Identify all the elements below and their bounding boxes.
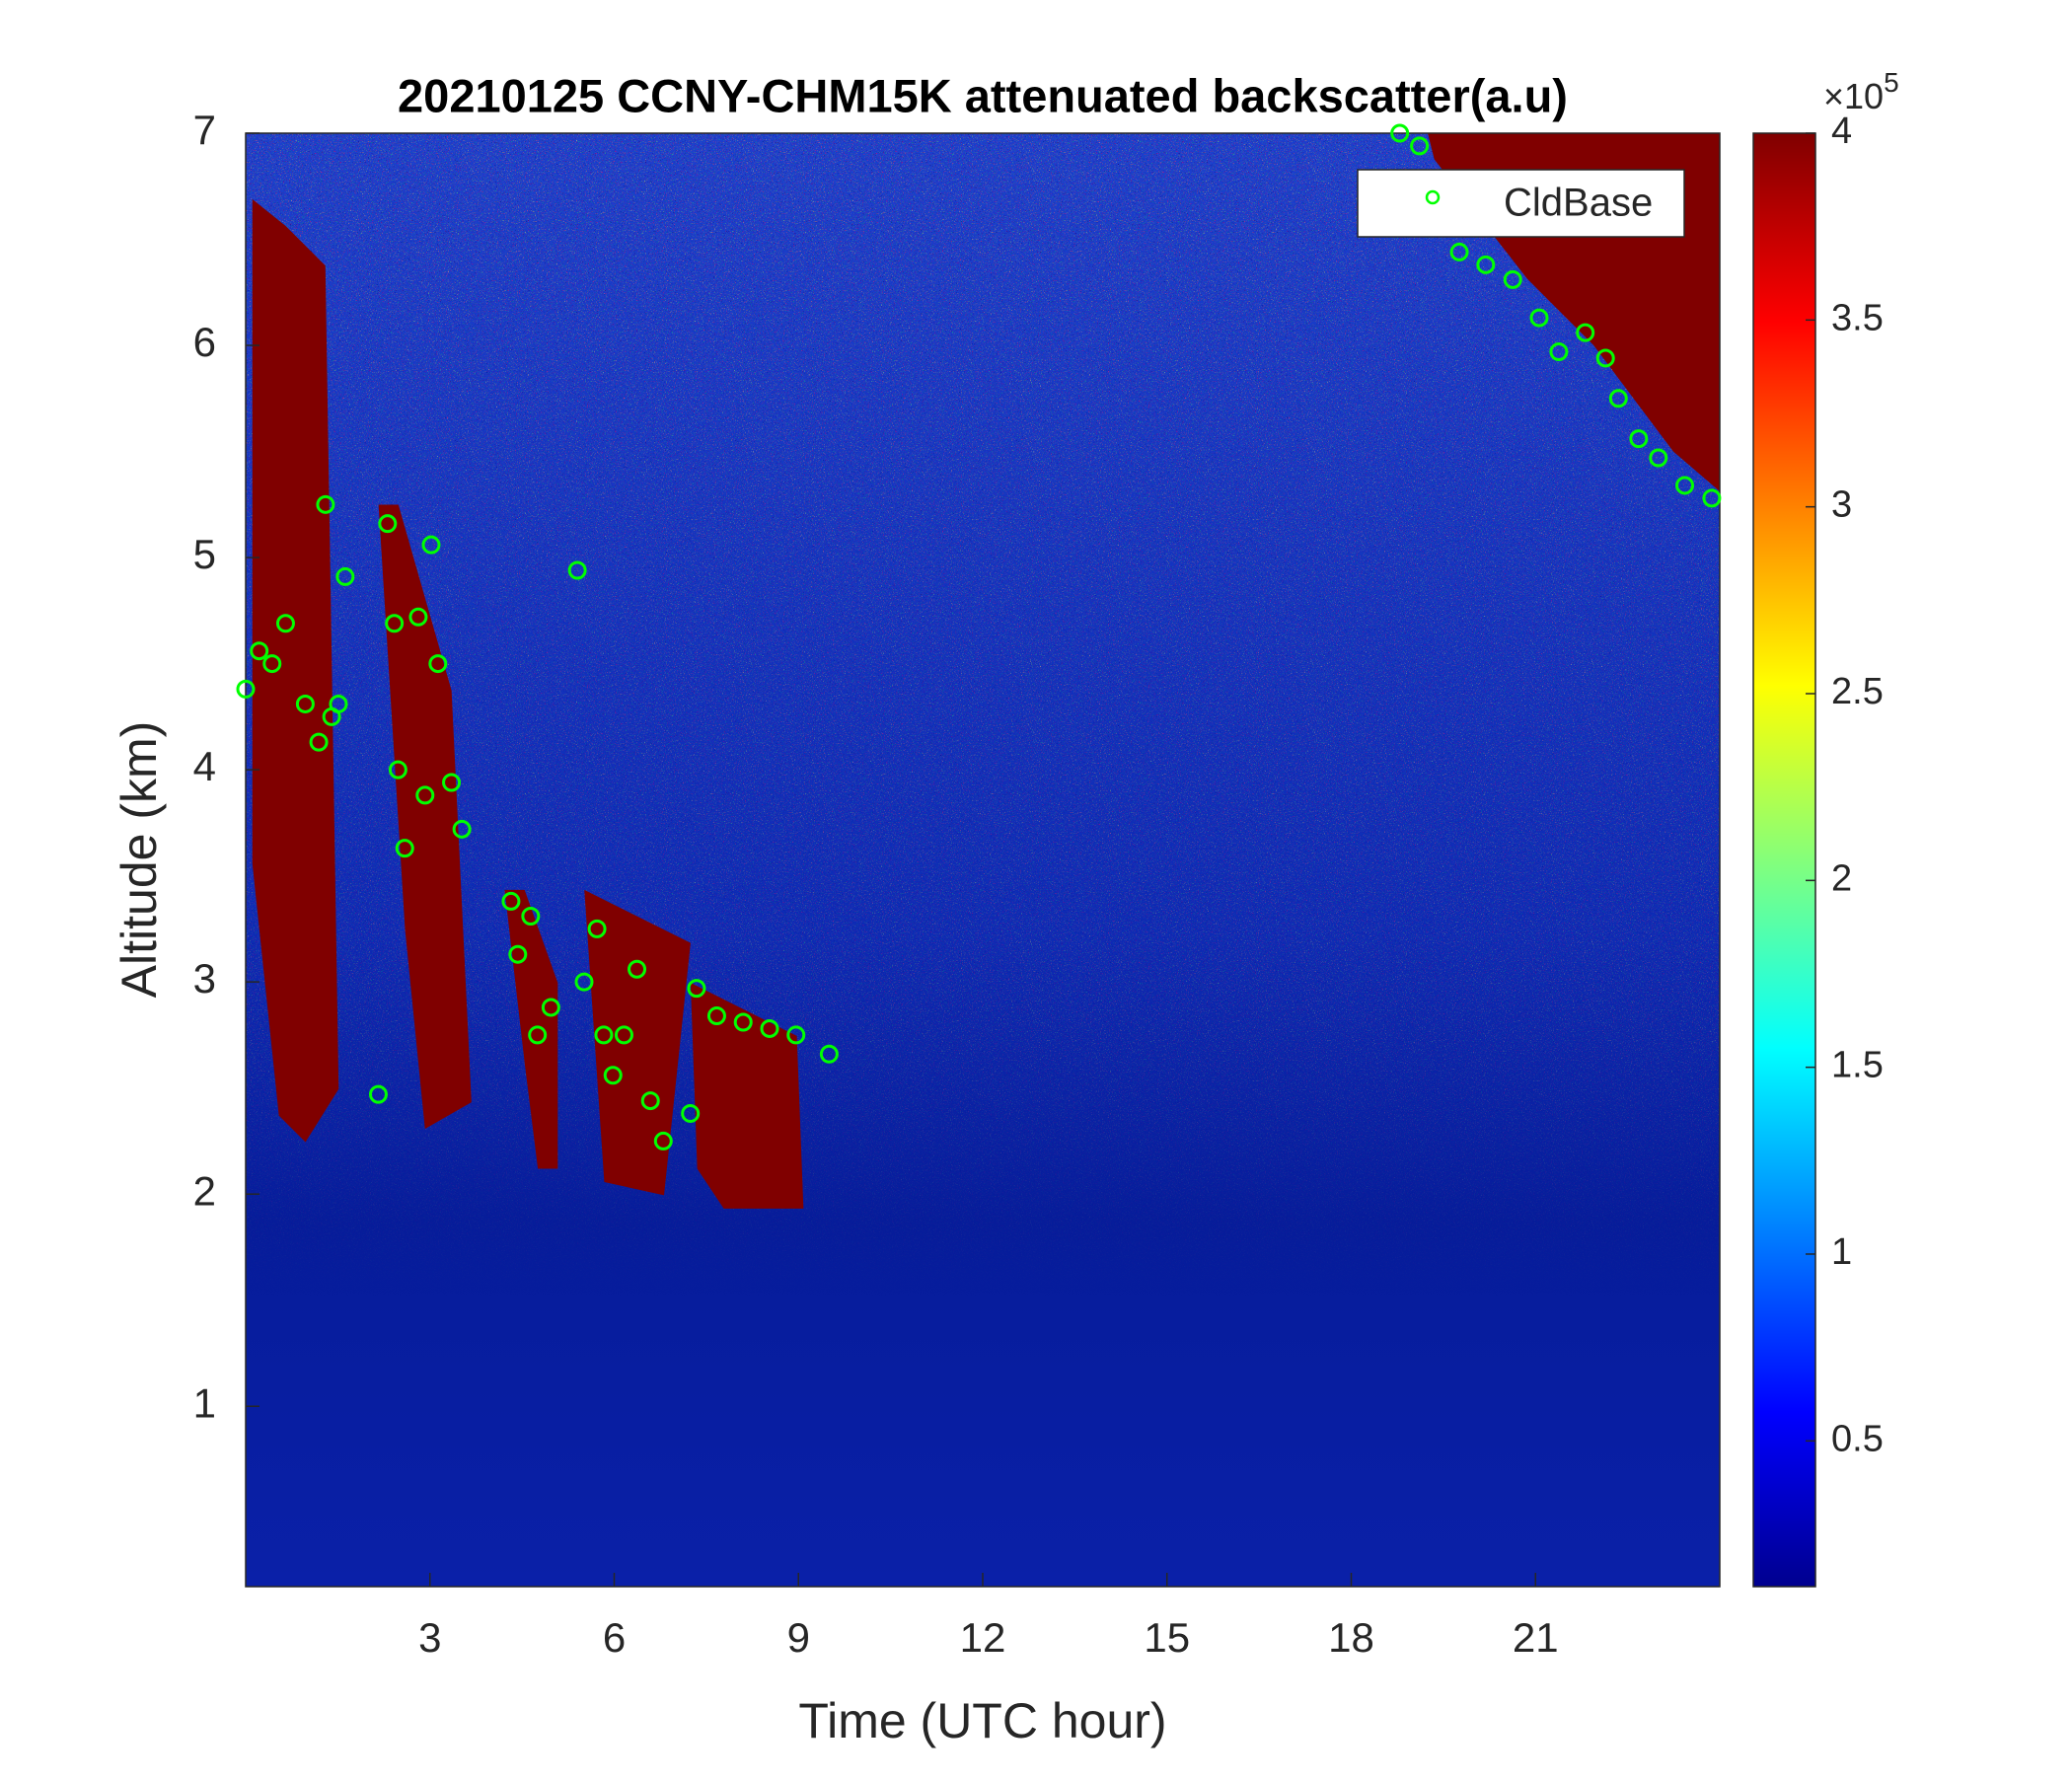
colorbar-exponent-base: ×10 bbox=[1823, 76, 1884, 116]
cloud-base-point bbox=[587, 919, 607, 938]
x-tick-label: 18 bbox=[1328, 1614, 1374, 1661]
cloud-base-point bbox=[501, 891, 521, 911]
colorbar-tick-label: 2 bbox=[1831, 857, 1852, 899]
y-axis-label: Altitude (km) bbox=[111, 721, 167, 999]
cloud-base-point bbox=[295, 694, 315, 713]
cloud-base-point bbox=[706, 1006, 726, 1026]
cloud-base-point bbox=[316, 494, 335, 514]
y-tick-label: 3 bbox=[193, 955, 216, 1002]
cloud-base-point bbox=[335, 566, 355, 586]
cloud-base-point bbox=[1410, 136, 1430, 156]
cloud-base-point bbox=[1649, 448, 1668, 468]
legend: CldBase bbox=[1357, 169, 1685, 238]
x-axis-label: Time (UTC hour) bbox=[798, 1693, 1166, 1748]
cloud-base-point bbox=[760, 1018, 779, 1038]
y-tick-label: 7 bbox=[193, 107, 216, 153]
colorbar-tick-label: 1.5 bbox=[1831, 1045, 1884, 1086]
cloud-base-point bbox=[1576, 323, 1595, 342]
cloud-base-point bbox=[428, 654, 448, 674]
legend-box bbox=[1357, 169, 1685, 238]
cloud-base-point bbox=[408, 607, 428, 627]
cloud-base-point bbox=[614, 1025, 633, 1045]
heatmap-texture bbox=[246, 133, 1720, 1587]
cloud-base-point bbox=[594, 1025, 614, 1045]
cloud-base-point bbox=[1595, 348, 1615, 368]
y-tick-label: 5 bbox=[193, 531, 216, 577]
cloud-base-point bbox=[567, 560, 587, 580]
colorbar-tick-label: 4 bbox=[1831, 111, 1852, 152]
cloud-base-point bbox=[653, 1131, 673, 1150]
cloud-base-point bbox=[1675, 476, 1695, 495]
y-tick-label: 6 bbox=[193, 319, 216, 365]
legend-label: CldBase bbox=[1504, 182, 1653, 225]
colorbar-exponent-power: 5 bbox=[1884, 67, 1899, 98]
cloud-base-point bbox=[385, 614, 405, 633]
cloud-base-point bbox=[541, 998, 560, 1017]
x-tick-label: 15 bbox=[1144, 1614, 1190, 1661]
cloud-base-point bbox=[786, 1025, 806, 1045]
cloud-base-point bbox=[819, 1044, 839, 1064]
cloud-base-point bbox=[508, 944, 528, 964]
cloud-base-point bbox=[250, 641, 269, 661]
x-tick-label: 9 bbox=[787, 1614, 810, 1661]
cloud-base-point bbox=[442, 773, 462, 792]
cloud-base-point bbox=[1449, 242, 1469, 261]
cloud-base-point bbox=[1549, 341, 1569, 361]
x-tick-label: 21 bbox=[1513, 1614, 1559, 1661]
colorbar-exponent: ×105 bbox=[1823, 67, 1899, 115]
cloud-base-point bbox=[378, 514, 398, 534]
cloud-base-point bbox=[733, 1012, 753, 1032]
cloud-base-point bbox=[603, 1066, 623, 1085]
cloud-base-point bbox=[1503, 269, 1522, 289]
cloud-base-point bbox=[1529, 308, 1549, 328]
cloud-base-point bbox=[628, 959, 647, 979]
x-tick-label: 6 bbox=[603, 1614, 626, 1661]
cloud-base-point bbox=[395, 839, 414, 858]
cloud-base-point bbox=[528, 1025, 548, 1045]
y-tick-label: 4 bbox=[193, 743, 216, 789]
cloud-base-point bbox=[275, 614, 295, 633]
cloud-base-point bbox=[1390, 123, 1410, 143]
cloud-base-point bbox=[309, 732, 329, 752]
cloud-base-point bbox=[574, 972, 594, 992]
x-tick-label: 12 bbox=[960, 1614, 1006, 1661]
cloud-base-point bbox=[415, 785, 435, 805]
cloud-base-point bbox=[262, 654, 282, 674]
colorbar-tick-label: 3.5 bbox=[1831, 297, 1884, 338]
cloud-base-point bbox=[1702, 488, 1722, 508]
colorbar-tick-label: 0.5 bbox=[1831, 1418, 1884, 1459]
colorbar-tick-label: 2.5 bbox=[1831, 671, 1884, 712]
cloud-base-point bbox=[521, 906, 541, 926]
legend-marker bbox=[1425, 189, 1441, 205]
colorbar-tick-label: 1 bbox=[1831, 1231, 1852, 1273]
cloud-base-point bbox=[1608, 389, 1628, 408]
cloud-base-point bbox=[368, 1084, 388, 1104]
cloud-base-point bbox=[452, 819, 472, 839]
cloud-base-point bbox=[1629, 429, 1649, 449]
cloud-base-point bbox=[1476, 255, 1496, 274]
x-tick-label: 3 bbox=[418, 1614, 441, 1661]
cloud-base-point bbox=[329, 694, 348, 713]
colorbar bbox=[1752, 132, 1816, 1588]
chart-title: 20210125 CCNY-CHM15K attenuated backscat… bbox=[398, 69, 1568, 121]
y-tick-label: 2 bbox=[193, 1167, 216, 1214]
cloud-base-point bbox=[388, 760, 407, 779]
y-tick-label: 1 bbox=[193, 1379, 216, 1426]
cloud-base-point bbox=[681, 1103, 701, 1123]
cloud-base-point bbox=[640, 1091, 660, 1111]
cloud-base-point bbox=[421, 535, 441, 555]
cloud-base-point bbox=[687, 979, 706, 999]
cloud-base-point bbox=[236, 679, 256, 699]
colorbar-tick-label: 3 bbox=[1831, 484, 1852, 526]
